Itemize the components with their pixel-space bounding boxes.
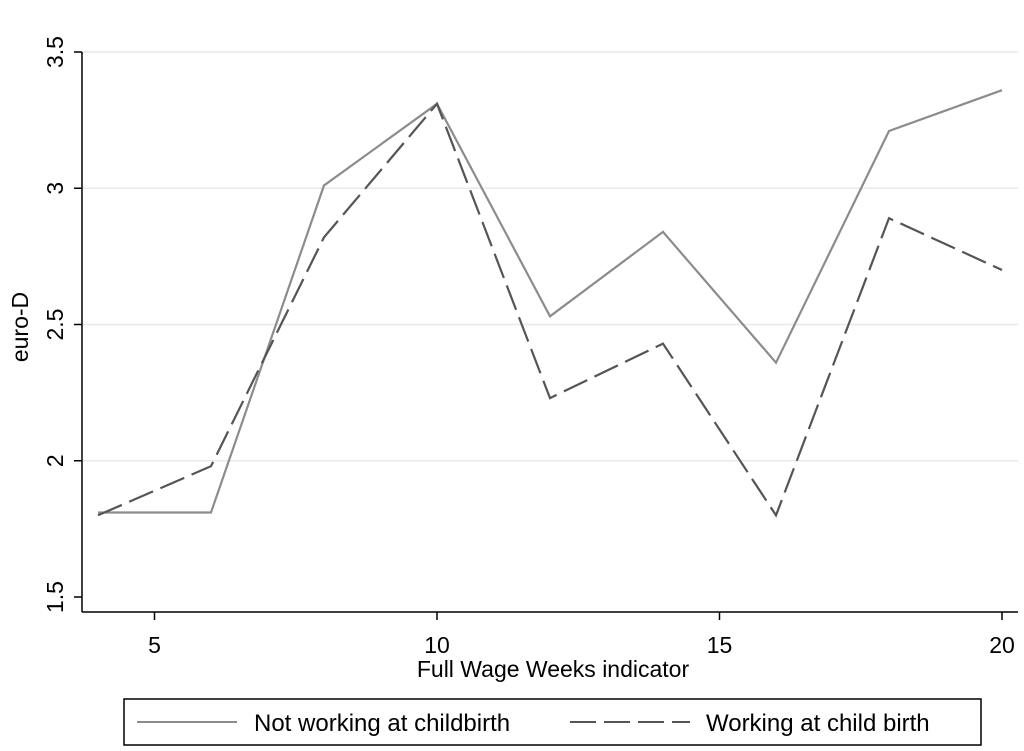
y-axis-title: euro-D	[7, 292, 33, 362]
x-axis-title: Full Wage Weeks indicator	[417, 656, 690, 682]
x-tick-label: 20	[989, 632, 1015, 658]
y-axis-ticks: 1.5 2 2.5 3 3.5	[42, 36, 82, 613]
x-axis-ticks: 5 10 15 20	[148, 612, 1015, 658]
series-line-working	[98, 104, 1002, 516]
legend-label-working: Working at child birth	[706, 710, 930, 737]
y-tick-label: 3.5	[42, 36, 68, 68]
series-lines	[98, 90, 1002, 515]
gridlines	[82, 52, 1018, 461]
x-tick-label: 5	[148, 632, 161, 658]
y-tick-label: 3	[42, 182, 68, 195]
x-tick-label: 10	[424, 632, 450, 658]
series-line-not-working	[98, 90, 1002, 512]
x-tick-label: 15	[707, 632, 733, 658]
legend-label-not-working: Not working at childbirth	[254, 710, 510, 737]
y-tick-label: 2	[42, 454, 68, 467]
y-tick-label: 1.5	[42, 581, 68, 613]
legend: Not working at childbirth Working at chi…	[124, 699, 981, 745]
y-tick-label: 2.5	[42, 309, 68, 341]
